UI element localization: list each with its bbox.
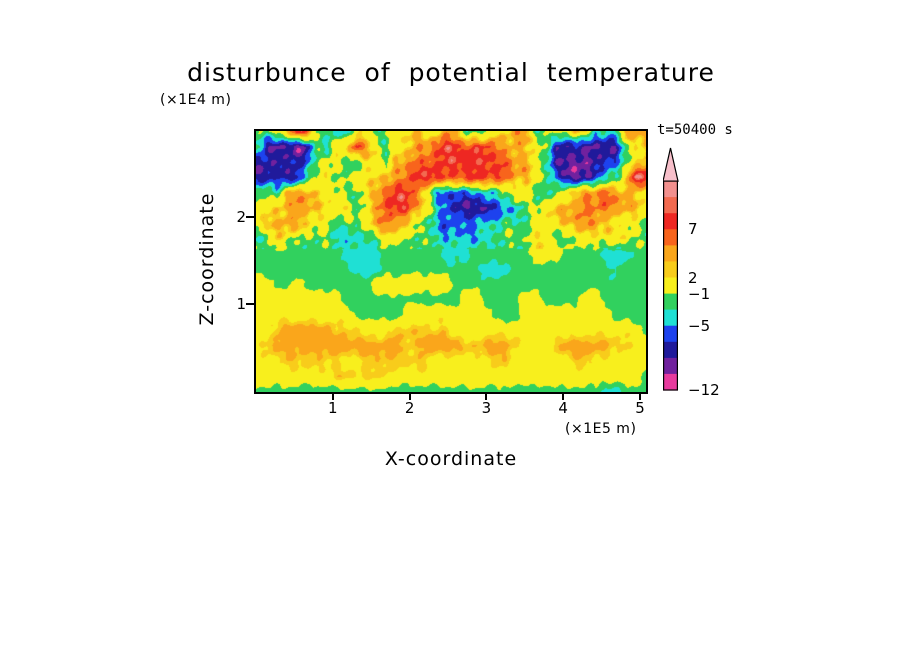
x-tick-label: 4 [558,399,568,417]
y-axis-label: Z-coordinate [196,192,218,326]
x-tick-mark [331,393,334,400]
y-tick-label: 1 [236,295,246,314]
x-axis-unit-label: (×1E5 m) [565,421,637,437]
colorbar-value-label: −5 [688,316,711,335]
colorbar-value-label: −1 [688,284,711,303]
x-tick-label: 1 [328,399,338,417]
colorbar-gradient [663,147,679,391]
x-tick-mark [485,393,488,400]
x-tick-label: 3 [481,399,492,417]
time-label: t=50400 s [657,122,733,138]
colorbar-value-label: −12 [688,381,720,399]
colorbar-value-label: 2 [688,268,698,287]
y-tick-label: 2 [236,207,246,226]
x-tick-mark [562,393,565,400]
x-tick-mark [408,393,411,400]
colorbar: 7 2 −1 −5 −12 [663,146,743,406]
x-tick-label: 2 [404,399,415,417]
chart-title: disturbunce of potential temperature [187,58,715,87]
plot-frame [254,129,648,394]
colorbar-value-label: 7 [688,220,698,239]
x-axis-label: X-coordinate [384,448,518,470]
colorbar-arrow-tip [663,147,679,182]
x-tick-mark [639,393,641,400]
heatmap-canvas [256,131,646,392]
y-tick-mark [246,215,254,218]
x-tick-label: 5 [635,399,645,417]
y-axis-unit-label: (×1E4 m) [160,92,232,108]
y-tick-mark [246,303,254,306]
